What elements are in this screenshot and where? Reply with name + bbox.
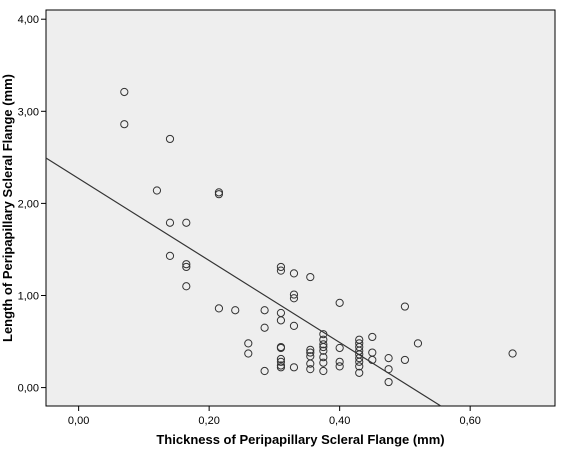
x-tick-label: 0,60 xyxy=(459,415,480,427)
data-point xyxy=(335,298,344,307)
data-point xyxy=(400,355,410,365)
data-point xyxy=(306,348,315,357)
data-point xyxy=(260,306,269,315)
data-point xyxy=(276,262,286,272)
data-point xyxy=(276,354,286,364)
data-point xyxy=(289,321,299,330)
data-point xyxy=(319,330,328,339)
data-point xyxy=(120,87,129,97)
y-axis-title: Length of Peripapillary Scleral Flange (… xyxy=(0,74,15,342)
data-point xyxy=(214,304,224,313)
data-point xyxy=(413,339,423,348)
data-point xyxy=(260,323,269,332)
data-point xyxy=(306,345,315,354)
data-point xyxy=(355,362,364,371)
data-point xyxy=(306,272,315,282)
x-tick-label: 0,20 xyxy=(198,415,219,427)
y-tick-label: 3,00 xyxy=(18,106,39,118)
data-point xyxy=(355,368,364,377)
data-point xyxy=(276,343,286,353)
data-point xyxy=(355,354,364,363)
data-point xyxy=(335,357,344,366)
data-point xyxy=(276,316,286,325)
data-point xyxy=(400,302,410,311)
data-point xyxy=(306,359,315,368)
x-axis: 0,00 0,20 0,40 0,60 xyxy=(68,406,481,427)
data-point xyxy=(306,365,315,374)
data-points xyxy=(120,87,517,387)
data-point xyxy=(289,269,299,278)
data-point xyxy=(120,120,129,129)
data-point xyxy=(319,346,328,355)
y-axis: 0,00 1,00 2,00 3,00 4,00 xyxy=(18,14,46,395)
data-point xyxy=(384,365,393,374)
data-point xyxy=(152,186,162,195)
data-point xyxy=(319,340,328,349)
data-point xyxy=(214,190,224,199)
data-point xyxy=(276,357,286,366)
data-point xyxy=(289,363,299,372)
data-point xyxy=(335,362,344,371)
y-tick-label: 2,00 xyxy=(18,198,39,210)
data-point xyxy=(182,262,191,272)
data-point xyxy=(319,358,328,367)
regression-line xyxy=(45,157,442,407)
x-tick-label: 0,40 xyxy=(329,415,350,427)
data-point xyxy=(182,282,191,291)
data-point xyxy=(355,357,364,366)
data-point xyxy=(384,377,393,387)
data-point xyxy=(165,134,175,144)
data-point xyxy=(182,218,191,227)
plot-area xyxy=(45,9,556,407)
data-point xyxy=(319,342,328,352)
data-point xyxy=(508,349,517,358)
data-point xyxy=(244,339,253,348)
y-tick-label: 1,00 xyxy=(18,290,39,302)
data-point xyxy=(165,251,175,260)
data-point xyxy=(368,332,377,342)
data-point xyxy=(165,218,175,227)
data-point xyxy=(335,343,344,353)
data-point xyxy=(260,366,269,376)
y-tick-label: 0,00 xyxy=(18,383,39,395)
data-point xyxy=(289,294,299,303)
data-point xyxy=(276,363,286,372)
data-point xyxy=(384,354,393,363)
data-point xyxy=(368,355,377,365)
data-point xyxy=(319,353,328,362)
x-axis-title: Thickness of Peripapillary Scleral Flang… xyxy=(156,432,444,447)
data-point xyxy=(182,260,191,269)
data-point xyxy=(244,349,253,358)
data-point xyxy=(231,306,240,315)
y-tick-label: 4,00 xyxy=(18,14,39,26)
data-point xyxy=(319,366,328,376)
x-tick-label: 0,00 xyxy=(68,415,89,427)
data-point xyxy=(289,290,299,299)
data-point xyxy=(276,266,286,275)
